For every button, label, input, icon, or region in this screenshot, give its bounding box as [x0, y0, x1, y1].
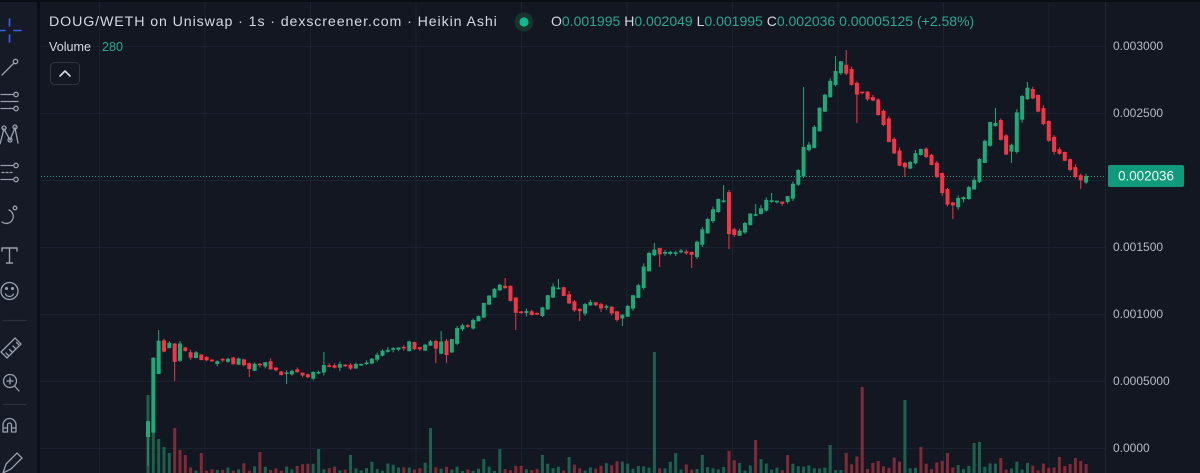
svg-text:DOUG/WETH on Uniswap · 1s · de: DOUG/WETH on Uniswap · 1s · dexscreener.…: [49, 14, 498, 30]
svg-text:0.001000: 0.001000: [1113, 307, 1163, 321]
svg-text:0.002500: 0.002500: [1113, 106, 1163, 120]
svg-text:Volume: Volume: [49, 40, 91, 54]
svg-text:280: 280: [102, 40, 123, 54]
svg-text:0.003000: 0.003000: [1113, 39, 1163, 53]
svg-text:0.002036: 0.002036: [1118, 169, 1174, 184]
svg-text:0.0000: 0.0000: [1113, 441, 1150, 455]
svg-text:0.001500: 0.001500: [1113, 240, 1163, 254]
svg-text:0.0005000: 0.0005000: [1113, 374, 1170, 388]
svg-text:O0.001995 H0.002049 L0.001995: O0.001995 H0.002049 L0.001995 C0.002036 …: [551, 13, 974, 29]
